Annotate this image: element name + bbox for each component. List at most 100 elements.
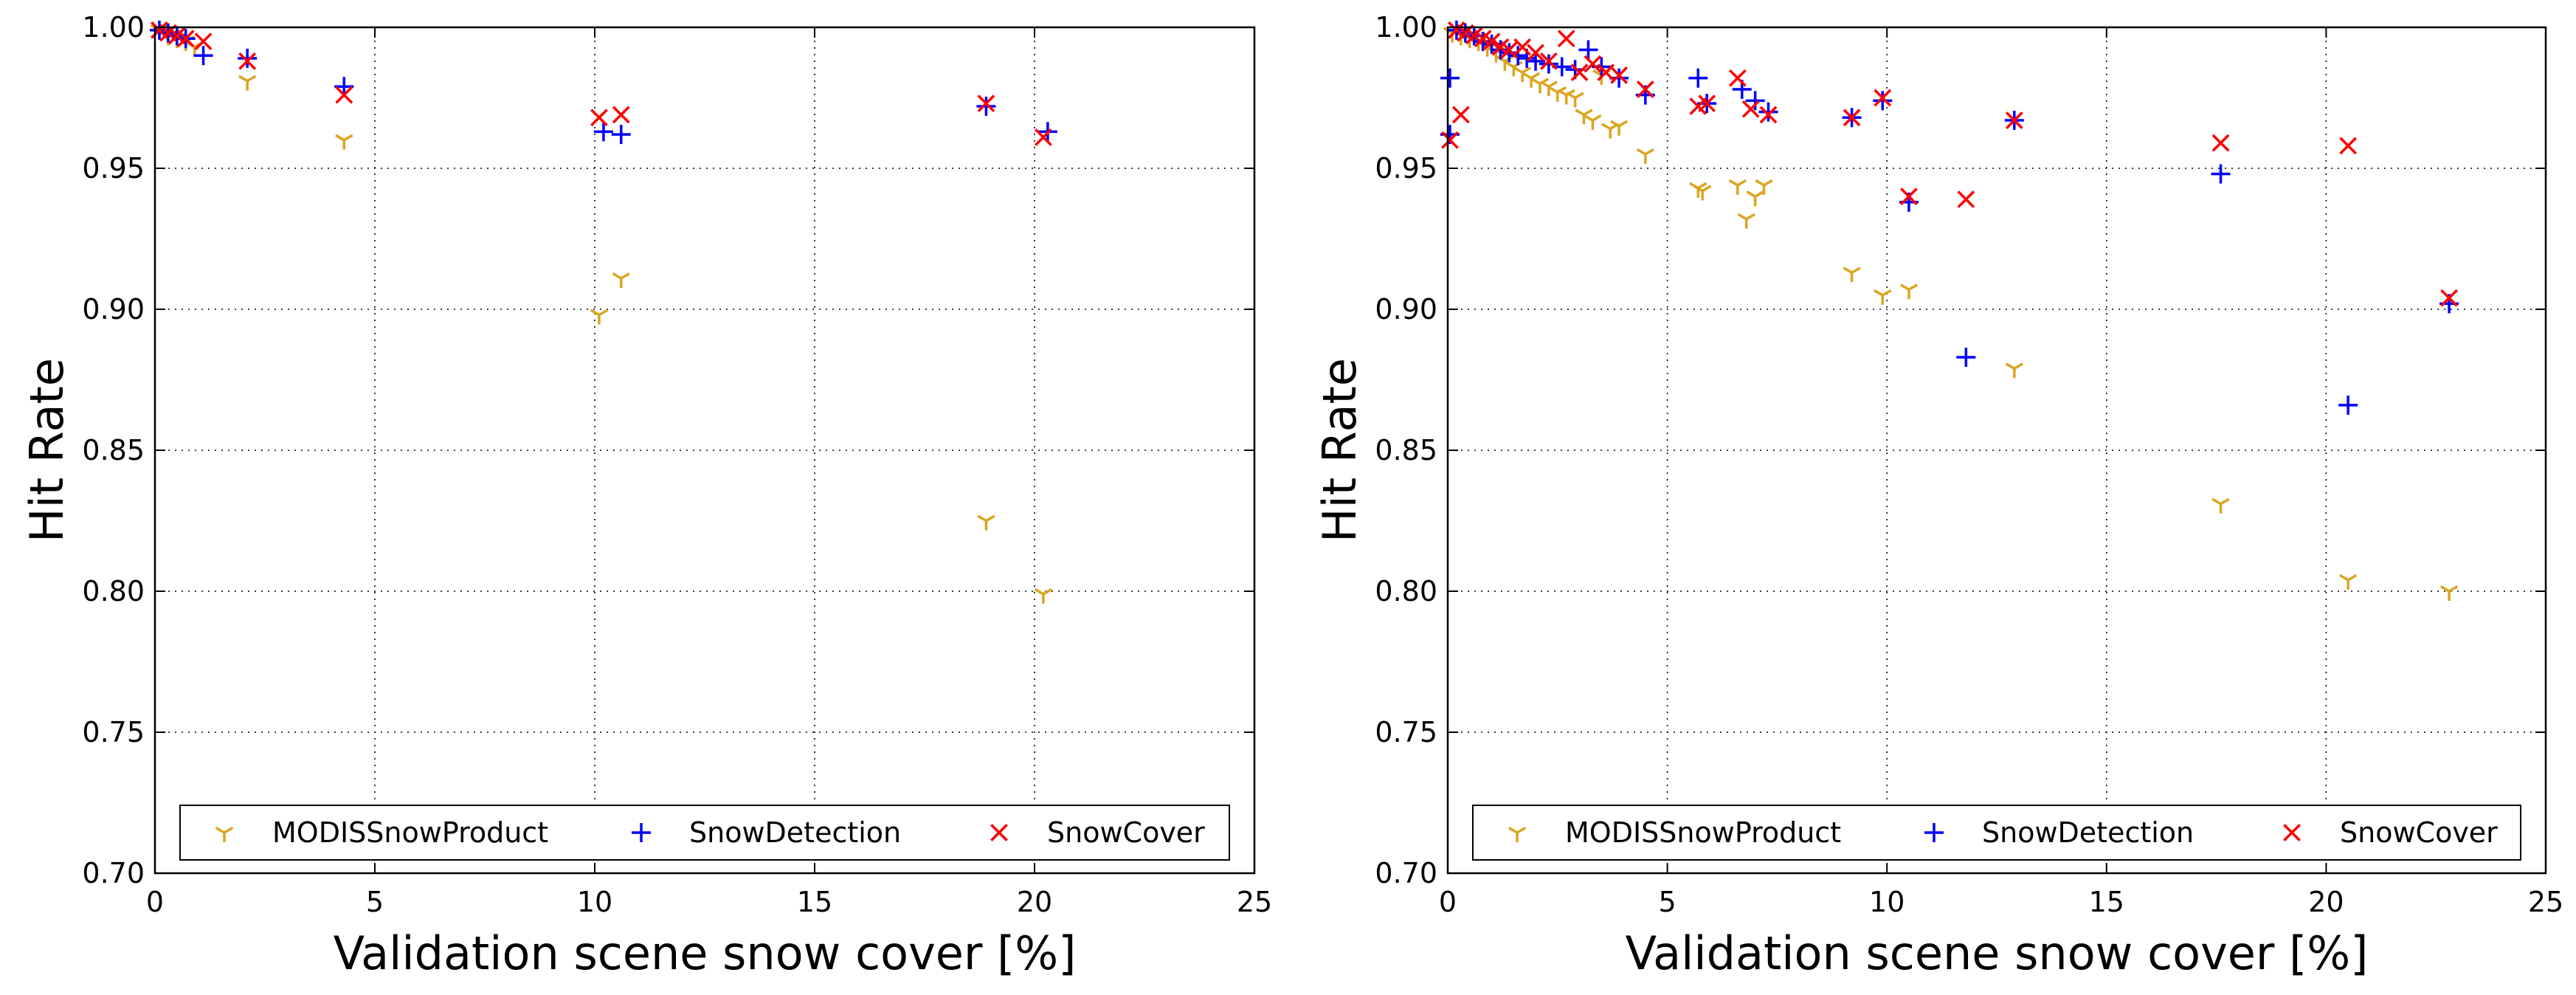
legend-marker: [2283, 824, 2301, 841]
data-point: [1698, 94, 1716, 113]
data-point: [2338, 395, 2358, 415]
legend-label: SnowCover: [2340, 816, 2498, 849]
data-point: [2211, 164, 2231, 184]
legend-box: [179, 805, 1230, 861]
data-point: [1874, 89, 1892, 107]
legend-marker: [1508, 826, 1527, 842]
data-point: [1843, 266, 1861, 283]
data-point: [1513, 38, 1532, 56]
legend: MODISSnowProduct SnowDetection SnowCover: [1472, 805, 2521, 861]
data-point: [1728, 69, 1747, 87]
data-point: [590, 109, 608, 127]
y-tick-label: 1.00: [1375, 11, 1437, 44]
x-tick-label: 5: [1659, 886, 1677, 918]
data-point: [1034, 588, 1053, 604]
series-SnowCover: [151, 21, 1052, 146]
data-point: [1759, 106, 1778, 124]
data-point: [1526, 51, 1546, 71]
legend-label: SnowCover: [1047, 816, 1205, 849]
data-point: [1745, 91, 1765, 111]
legend-label: SnowDetection: [1982, 816, 2194, 849]
data-point: [176, 30, 195, 48]
data-point: [1473, 32, 1493, 52]
data-point: [1570, 63, 1589, 82]
plot-frame: [153, 26, 1256, 875]
y-tick-label: 0.95: [1375, 152, 1437, 185]
data-point: [1500, 41, 1519, 59]
data-point: [1527, 44, 1544, 62]
data-point: [1758, 102, 1778, 122]
data-point: [1540, 52, 1558, 70]
series-SnowDetection: [1440, 20, 2459, 415]
data-point: [1496, 55, 1514, 71]
data-point: [1956, 347, 1976, 367]
y-tick-label: 0.80: [82, 575, 145, 607]
data-point: [2440, 289, 2458, 307]
legend-marker: [632, 823, 651, 842]
chart-1: 0 5 10 15 20 25 0.70 0.75 0.80 0.85 0.90 0.95 1.00 Va…: [20, 11, 1272, 980]
data-point: [590, 309, 609, 325]
data-point: [1035, 128, 1052, 146]
data-point: [1557, 30, 1575, 48]
chart-2: 0 5 10 15 20 25 0.70 0.75 0.80 0.85 0.90 0.95 1.00 Va…: [1313, 11, 2563, 980]
data-point: [1441, 131, 1459, 149]
data-point: [1482, 32, 1501, 50]
x-tick-label: 20: [1017, 886, 1052, 918]
data-point: [335, 86, 353, 104]
x-tick-label: 0: [1439, 886, 1457, 918]
data-point: [1513, 66, 1532, 83]
legend: MODISSnowProduct SnowDetection SnowCover: [179, 805, 1230, 861]
data-point: [1636, 148, 1655, 164]
series-MODISSnowProduct: [150, 24, 1053, 604]
data-point: [1539, 54, 1558, 74]
x-tick-label: 10: [577, 886, 612, 918]
data-point: [1601, 123, 1620, 139]
data-point: [193, 46, 213, 66]
data-point: [1693, 185, 1712, 201]
y-tick-label: 0.70: [82, 857, 145, 889]
data-point: [1508, 46, 1528, 66]
data-point: [1636, 80, 1654, 98]
data-point: [2211, 134, 2230, 152]
plot-frame: [1446, 26, 2547, 875]
y-tick-label: 0.90: [1375, 293, 1437, 326]
data-point: [1728, 179, 1747, 195]
y-tick-label: 0.90: [82, 293, 145, 326]
data-point: [1873, 91, 1893, 111]
y-axis-label: Hit Rate: [20, 358, 74, 543]
y-tick-label: 1.00: [82, 11, 145, 44]
data-point: [2338, 574, 2358, 590]
series-SnowDetection: [149, 20, 1057, 145]
data-point: [1575, 109, 1593, 125]
x-tick-label: 20: [2308, 886, 2344, 918]
data-point: [2005, 362, 2023, 379]
data-point: [194, 32, 213, 50]
x-tick-label: 10: [1869, 886, 1905, 918]
x-tick-label: 0: [146, 886, 164, 918]
data-point: [2005, 111, 2023, 129]
y-tick-label: 0.85: [82, 434, 145, 466]
data-point: [1741, 100, 1760, 118]
data-point: [1597, 63, 1615, 82]
series-SnowCover: [1441, 21, 2458, 307]
data-point: [1746, 190, 1764, 207]
y-tick-label: 0.85: [1375, 434, 1437, 466]
data-point: [238, 75, 257, 91]
data-point: [1737, 213, 1755, 229]
x-tick-label: 15: [797, 886, 832, 918]
data-point: [1900, 187, 1918, 206]
data-point: [238, 49, 258, 69]
x-axis-label: Validation scene snow cover [%]: [1626, 926, 2369, 980]
y-tick-label: 0.70: [1375, 857, 1437, 889]
data-point: [1584, 55, 1602, 73]
legend-label: MODISSnowProduct: [272, 816, 548, 849]
data-point: [1578, 40, 1598, 60]
data-point: [1957, 190, 1975, 208]
data-point: [2439, 585, 2459, 601]
data-point: [611, 125, 631, 145]
legend-label: SnowDetection: [689, 816, 901, 849]
data-point: [1843, 109, 1861, 127]
legend-marker: [215, 826, 234, 842]
x-tick-label: 25: [2528, 886, 2563, 918]
